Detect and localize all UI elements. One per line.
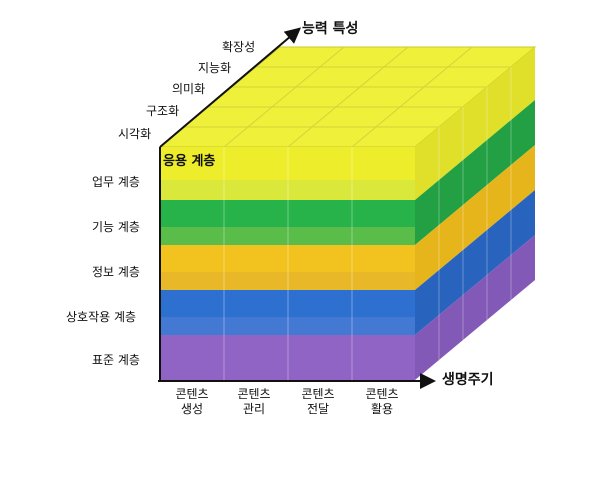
column-label-deliver-line2: 전달 — [306, 402, 330, 416]
layer-label-business: 업무 계층 — [92, 175, 140, 189]
right-layer-function — [415, 100, 535, 245]
column-label-manage: 콘텐츠 관리 — [224, 387, 284, 417]
front-layer-function — [160, 200, 415, 245]
right-grid — [438, 67, 512, 360]
capability-axis-title: 능력 특성 — [302, 21, 359, 37]
front-layer-information — [160, 245, 415, 290]
front-bands — [160, 180, 415, 335]
layer-label-interaction: 상호작용 계층 — [66, 310, 137, 324]
column-label-deliver: 콘텐츠 전달 — [288, 387, 348, 417]
depth-label-extensibility: 확장성 — [222, 40, 256, 54]
column-label-utilize-line2: 활용 — [370, 402, 394, 416]
right-layer-information — [415, 145, 535, 290]
column-label-create-line1: 콘텐츠 — [175, 387, 209, 401]
front-layer-application — [160, 147, 415, 200]
top-grid — [184, 46, 511, 148]
right-layer-standard — [415, 235, 535, 380]
column-label-utilize-line1: 콘텐츠 — [365, 387, 399, 401]
layer-label-standard: 표준 계층 — [92, 353, 140, 367]
column-label-create: 콘텐츠 생성 — [162, 387, 222, 417]
right-layer-interaction — [415, 190, 535, 335]
depth-label-structuring: 구조화 — [146, 104, 180, 118]
column-label-deliver-line1: 콘텐츠 — [301, 387, 335, 401]
right-layer-application — [415, 47, 535, 200]
column-label-manage-line2: 관리 — [242, 402, 266, 416]
front-grid — [223, 147, 353, 380]
depth-label-intelligence: 지능화 — [198, 61, 232, 75]
column-label-manage-line1: 콘텐츠 — [237, 387, 271, 401]
layer-label-function: 기능 계층 — [92, 220, 140, 234]
capability-axis — [159, 27, 302, 148]
depth-label-visualization: 시각화 — [118, 127, 152, 141]
front-layer-interaction — [160, 290, 415, 335]
front-layer-standard — [160, 335, 415, 380]
depth-label-semantic: 의미화 — [172, 82, 206, 96]
layer-label-information: 정보 계층 — [92, 265, 140, 279]
lifecycle-axis-title: 생명주기 — [442, 372, 494, 388]
column-label-utilize: 콘텐츠 활용 — [352, 387, 412, 417]
column-label-create-line2: 생성 — [180, 402, 204, 416]
layer-label-application: 응용 계층 — [163, 154, 216, 169]
